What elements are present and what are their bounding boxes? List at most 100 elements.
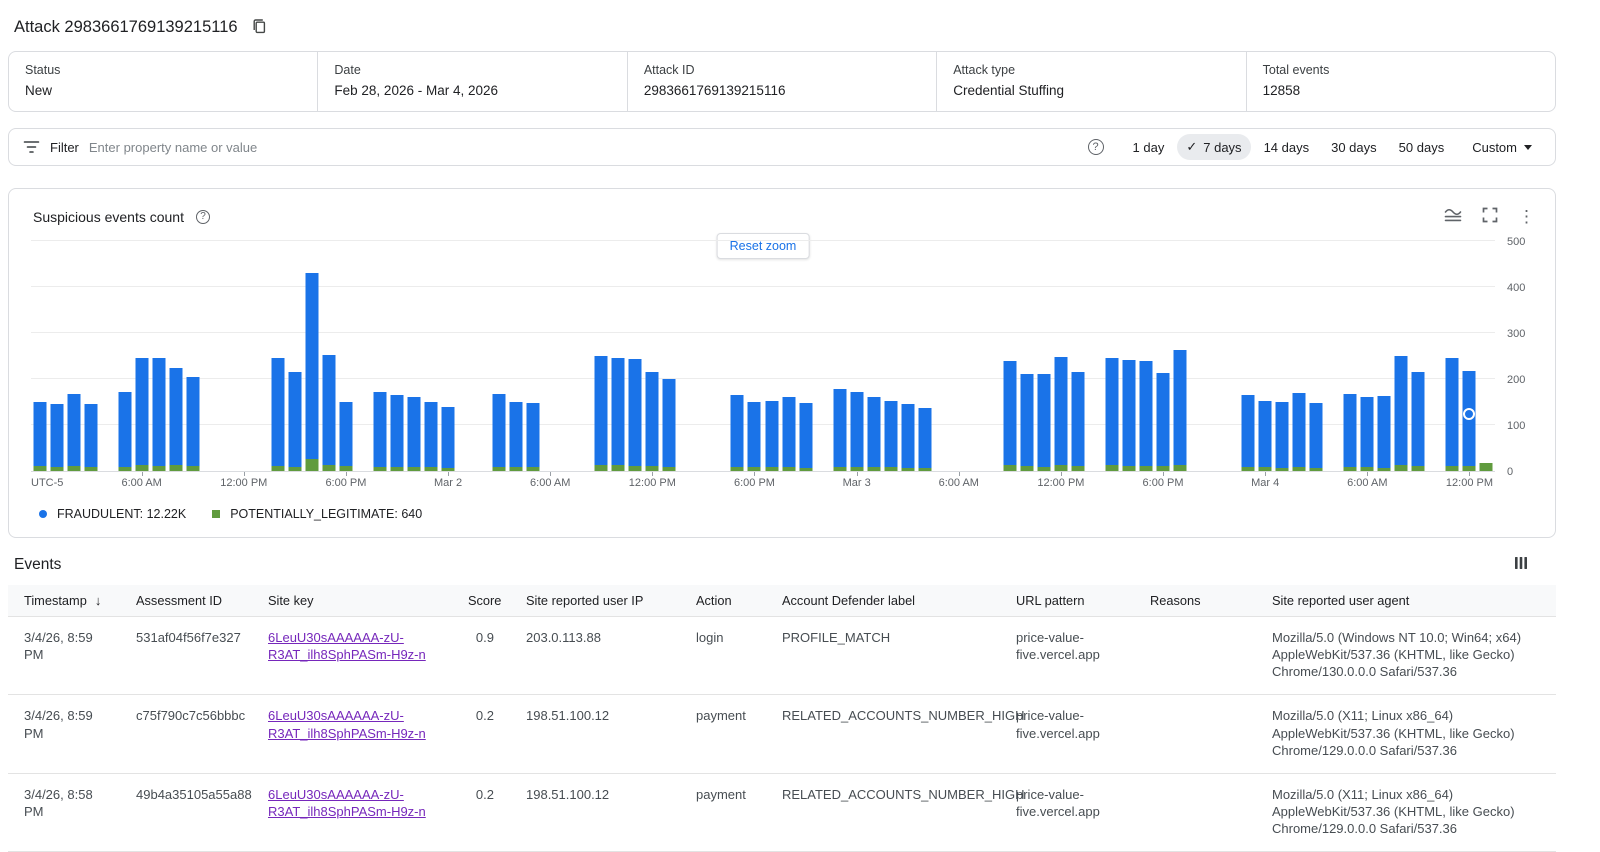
chart-bar-slot-34[interactable] bbox=[611, 358, 625, 471]
chart-bar-slot-85[interactable] bbox=[1479, 462, 1493, 471]
chart-bar-slot-78[interactable] bbox=[1360, 396, 1374, 471]
chart-bar-slot-22[interactable] bbox=[407, 396, 421, 471]
chart-plot[interactable]: Reset zoom bbox=[31, 233, 1495, 476]
bar-segment-fraudulent bbox=[1309, 402, 1323, 468]
column-header-user_agent[interactable]: Site reported user agent bbox=[1256, 585, 1556, 617]
chart-bar-slot-83[interactable] bbox=[1445, 358, 1459, 471]
chart-bar-slot-2[interactable] bbox=[67, 393, 81, 471]
chart-bar-slot-49[interactable] bbox=[867, 397, 881, 471]
column-header-site_key[interactable]: Site key bbox=[252, 585, 452, 617]
chart-bar-slot-5[interactable] bbox=[118, 391, 132, 471]
chart-bar-slot-47[interactable] bbox=[833, 389, 847, 471]
chart-bar-slot-61[interactable] bbox=[1071, 372, 1085, 471]
chart-bar-slot-42[interactable] bbox=[747, 402, 761, 471]
chart-bar-slot-58[interactable] bbox=[1020, 373, 1034, 471]
chart-bar-slot-3[interactable] bbox=[84, 404, 98, 471]
site-key-link[interactable]: 6LeuU30sAAAAAA-zU-R3AT_ilh8SphPASm-H9z-n bbox=[268, 630, 426, 663]
legend-item-fraudulent[interactable]: FRAUDULENT: 12.22K bbox=[39, 507, 186, 521]
y-axis-label-300: 300 bbox=[1507, 328, 1526, 340]
chart-bar-slot-9[interactable] bbox=[186, 376, 200, 471]
summary-cell-attack-id: Attack ID 2983661769139215116 bbox=[626, 52, 936, 111]
chart-bar-slot-81[interactable] bbox=[1411, 372, 1425, 471]
chart-bar-slot-79[interactable] bbox=[1377, 396, 1391, 471]
chart-bar-slot-63[interactable] bbox=[1105, 358, 1119, 471]
chart-bar-slot-14[interactable] bbox=[271, 358, 285, 471]
chart-bar-slot-28[interactable] bbox=[509, 402, 523, 471]
chart-bar-slot-48[interactable] bbox=[850, 391, 864, 471]
filter-help-icon[interactable]: ? bbox=[1087, 139, 1104, 155]
chart-bar-slot-17[interactable] bbox=[322, 355, 336, 471]
chart-bar-slot-52[interactable] bbox=[918, 407, 932, 471]
chart-bar-slot-51[interactable] bbox=[901, 403, 915, 471]
site-key-link[interactable]: 6LeuU30sAAAAAA-zU-R3AT_ilh8SphPASm-H9z-n bbox=[268, 708, 426, 741]
y-axis-label-400: 400 bbox=[1507, 282, 1526, 294]
column-header-reasons[interactable]: Reasons bbox=[1134, 585, 1256, 617]
chart-bar-slot-35[interactable] bbox=[628, 359, 642, 471]
bar-segment-potentially-legitimate bbox=[1360, 467, 1374, 471]
chart-bar-slot-18[interactable] bbox=[339, 402, 353, 471]
chart-bar-slot-24[interactable] bbox=[441, 406, 455, 471]
chart-bar-slot-57[interactable] bbox=[1003, 360, 1017, 471]
site-key-link[interactable]: 6LeuU30sAAAAAA-zU-R3AT_ilh8SphPASm-H9z-n bbox=[268, 786, 426, 820]
range-chip-50-days[interactable]: 50 days bbox=[1390, 135, 1454, 160]
chart-bar-slot-27[interactable] bbox=[492, 393, 506, 471]
chart-bar-slot-16[interactable] bbox=[305, 273, 319, 471]
chart-bar-slot-37[interactable] bbox=[662, 379, 676, 471]
chart-bar-slot-29[interactable] bbox=[526, 402, 540, 471]
chart-bar-slot-65[interactable] bbox=[1139, 360, 1153, 471]
chart-bar-slot-44[interactable] bbox=[782, 397, 796, 471]
chart-bar-slot-7[interactable] bbox=[152, 358, 166, 471]
column-header-score[interactable]: Score bbox=[452, 585, 510, 617]
filter-label[interactable]: Filter bbox=[50, 139, 79, 155]
chart-bar-slot-71[interactable] bbox=[1241, 395, 1255, 471]
filter-input[interactable] bbox=[88, 139, 1078, 155]
fullscreen-button[interactable] bbox=[1480, 205, 1500, 228]
chart-bar-slot-60[interactable] bbox=[1054, 356, 1068, 471]
copy-attack-id-button[interactable] bbox=[250, 16, 269, 39]
chart-bar-slot-8[interactable] bbox=[169, 367, 183, 471]
chart-bar-slot-21[interactable] bbox=[390, 395, 404, 471]
custom-range-button[interactable]: Custom bbox=[1463, 135, 1541, 160]
chart-bar-slot-1[interactable] bbox=[50, 404, 64, 471]
legend-item-potentially_legitimate[interactable]: POTENTIALLY_LEGITIMATE: 640 bbox=[212, 507, 422, 521]
chart-bar-slot-74[interactable] bbox=[1292, 392, 1306, 471]
column-header-url_pattern[interactable]: URL pattern bbox=[1000, 585, 1134, 617]
chart-bar-slot-6[interactable] bbox=[135, 358, 149, 471]
chart-bar-slot-36[interactable] bbox=[645, 372, 659, 471]
chart-bar-slot-73[interactable] bbox=[1275, 402, 1289, 471]
chart-bar-slot-59[interactable] bbox=[1037, 373, 1051, 471]
chart-bar-slot-72[interactable] bbox=[1258, 401, 1272, 471]
chart-bar-slot-77[interactable] bbox=[1343, 393, 1357, 471]
chart-bar-slot-75[interactable] bbox=[1309, 402, 1323, 471]
chart-type-toggle-button[interactable] bbox=[1442, 206, 1464, 227]
column-header-action[interactable]: Action bbox=[680, 585, 766, 617]
column-header-user_ip[interactable]: Site reported user IP bbox=[510, 585, 680, 617]
chart-menu-button[interactable]: ⋮ bbox=[1516, 206, 1537, 227]
chart-bar-slot-84[interactable] bbox=[1462, 370, 1476, 471]
chart-bar-slot-20[interactable] bbox=[373, 391, 387, 471]
column-header-account_defender_label[interactable]: Account Defender label bbox=[766, 585, 1000, 617]
chart-bar-slot-64[interactable] bbox=[1122, 359, 1136, 471]
cell-account_defender_label: RELATED_ACCOUNTS_NUMBER_HIGH bbox=[766, 772, 1024, 852]
range-chip-1-day[interactable]: 1 day bbox=[1124, 135, 1174, 160]
bar-segment-fraudulent bbox=[850, 391, 864, 468]
column-settings-button[interactable] bbox=[1512, 554, 1530, 575]
range-chip-7-days[interactable]: ✓ 7 days bbox=[1177, 134, 1251, 160]
chart-bar-slot-33[interactable] bbox=[594, 356, 608, 471]
chart-bar-slot-67[interactable] bbox=[1173, 350, 1187, 471]
chart-bar-slot-0[interactable] bbox=[33, 402, 46, 471]
chart-bar-slot-80[interactable] bbox=[1394, 356, 1408, 471]
chart-bar-slot-23[interactable] bbox=[424, 402, 438, 471]
column-header-assessment_id[interactable]: Assessment ID bbox=[120, 585, 252, 617]
range-chip-14-days[interactable]: 14 days bbox=[1255, 135, 1319, 160]
chart-bar-slot-66[interactable] bbox=[1156, 372, 1170, 471]
reset-zoom-button[interactable]: Reset zoom bbox=[716, 233, 810, 259]
chart-bar-slot-43[interactable] bbox=[765, 401, 778, 471]
chart-help-icon[interactable]: ? bbox=[195, 209, 210, 224]
chart-bar-slot-50[interactable] bbox=[884, 400, 898, 471]
chart-bar-slot-41[interactable] bbox=[730, 395, 744, 471]
range-chip-30-days[interactable]: 30 days bbox=[1322, 135, 1386, 160]
chart-bar-slot-45[interactable] bbox=[799, 402, 813, 471]
column-header-timestamp[interactable]: Timestamp ↓ bbox=[8, 585, 120, 617]
chart-bar-slot-15[interactable] bbox=[288, 372, 302, 471]
